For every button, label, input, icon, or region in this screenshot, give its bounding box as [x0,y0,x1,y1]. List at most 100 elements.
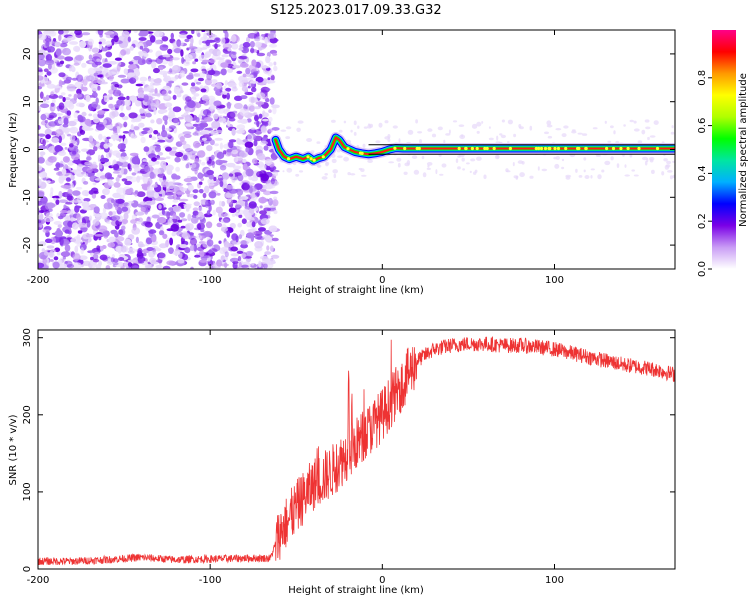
noise-blob [220,62,229,68]
noise-blob [470,158,476,162]
noise-blob [183,112,189,116]
ridge-peak [346,147,350,151]
noise-blob [45,238,53,243]
noise-blob [171,231,176,237]
noise-blob [45,94,50,101]
noise-blob [109,149,113,154]
noise-blob [236,156,243,161]
noise-blob [91,47,100,53]
noise-blob [172,205,182,213]
noise-blob [69,143,74,148]
noise-blob [205,221,213,229]
noise-blob [203,213,213,218]
noise-blob [74,205,82,209]
noise-blob [210,130,216,135]
noise-blob [45,212,53,218]
noise-blob [263,234,271,240]
spectrogram-y-axis-label: Frequency (Hz) [8,112,19,188]
ridge-peak [485,146,489,151]
noise-blob [121,167,125,174]
noise-blob [105,51,113,58]
noise-blob [264,251,272,255]
noise-blob [353,131,357,136]
noise-blob [249,41,255,48]
noise-blob [208,183,215,186]
noise-blob [272,106,277,115]
ridge-peak [321,155,325,159]
noise-blob [236,250,244,254]
noise-blob [181,232,191,240]
noise-blob [156,118,163,125]
noise-blob [616,163,620,169]
noise-blob [193,73,201,77]
noise-blob [108,211,113,216]
noise-blob [601,169,605,173]
noise-blob [333,173,337,179]
noise-blob [214,43,218,49]
noise-blob [63,172,73,177]
noise-blob [249,74,254,82]
ridge-peak [534,146,538,151]
noise-blob [411,155,418,160]
noise-blob [198,100,207,104]
noise-blob [172,199,179,203]
noise-blob [164,192,174,196]
noise-blob [209,59,216,64]
noise-blob [222,93,227,99]
noise-blob [154,88,158,96]
noise-blob [245,250,254,257]
noise-blob [192,207,199,212]
noise-blob [358,167,363,171]
noise-blob [77,230,83,234]
noise-blob [98,133,103,141]
noise-blob [114,84,120,88]
noise-blob [306,138,313,142]
colorbar-tick-label: 0.2 [697,213,708,229]
noise-blob [254,114,259,122]
noise-blob [40,113,47,121]
noise-blob [151,214,160,219]
noise-blob [582,133,588,136]
noise-blob [116,126,121,134]
noise-blob [203,117,213,122]
noise-blob [55,48,62,56]
noise-blob [223,150,227,155]
noise-blob [183,203,192,207]
noise-blob [153,192,159,199]
noise-blob [270,178,275,185]
noise-blob [241,218,247,224]
noise-blob [38,53,45,61]
noise-blob [122,116,129,121]
noise-blob [295,173,300,177]
noise-blob [269,37,278,44]
noise-blob [563,125,569,129]
noise-blob [268,109,272,113]
noise-blob [191,163,197,169]
noise-blob [88,190,94,195]
noise-blob [70,175,75,181]
noise-blob [165,133,172,138]
noise-blob [43,251,49,256]
noise-blob [255,76,264,83]
noise-blob [256,92,266,99]
noise-blob [105,265,111,269]
noise-blob [251,158,258,165]
noise-blob [49,250,54,258]
noise-blob [114,122,123,130]
noise-blob [186,190,190,198]
noise-blob [163,77,169,82]
noise-blob [139,45,144,50]
noise-blob [38,59,42,63]
noise-blob [72,150,77,155]
noise-blob [144,265,154,269]
noise-blob [67,189,73,195]
noise-blob [143,94,149,102]
noise-blob [260,218,270,225]
noise-blob [152,251,158,256]
noise-blob [131,134,138,139]
noise-blob [76,196,84,203]
noise-blob [158,230,165,236]
noise-blob [137,247,143,256]
noise-blob [121,206,129,212]
noise-blob [92,113,100,119]
